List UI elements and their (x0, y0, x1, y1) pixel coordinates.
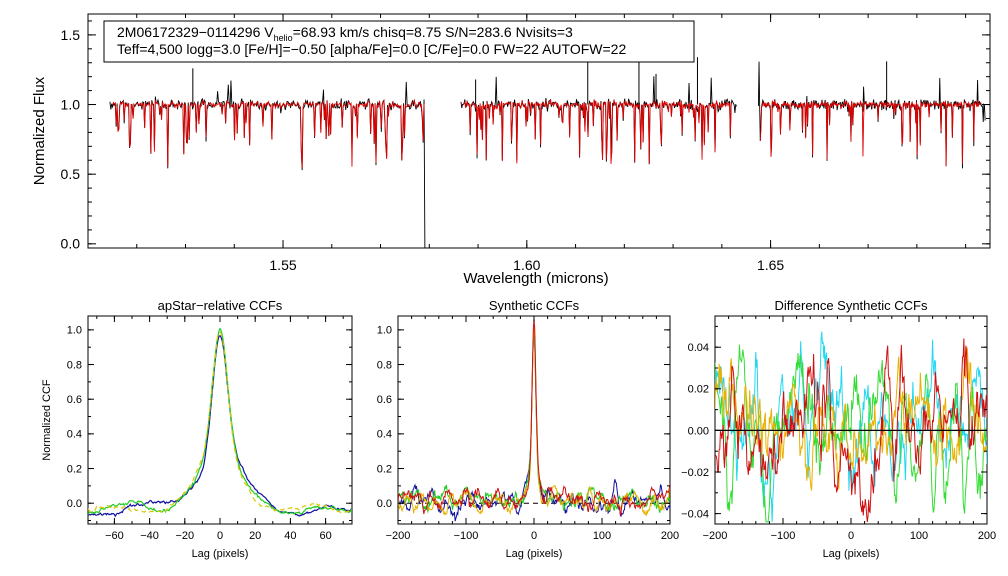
y-tick-label: 0.6 (67, 394, 82, 406)
y-tick-label: 0.04 (688, 342, 709, 354)
synthetic-ccf-panel: −200 −100 0 100 200 0.0 0.2 0.4 0.6 0.8 1.0 Synthe… (377, 298, 679, 560)
x-tick-label: 0 (217, 530, 223, 542)
difference-ccf-panel: −200 −100 0 100 200 −0.04 −0.02 0.00 0.02 0.04 Di… (681, 298, 996, 560)
spectrum-x-label: Wavelength (microns) (463, 270, 608, 287)
annotation-line-1: 2M06172329−0114296 Vhelio=68.93 km/s chi… (117, 24, 573, 43)
y-tick-label: −0.04 (681, 508, 709, 520)
x-tick-label: 200 (978, 530, 996, 542)
x-tick-label: 200 (661, 530, 679, 542)
spectrum-panel: 1.55 1.60 1.65 0.0 0.5 1.0 1.5 2M06172329−0114… (31, 13, 991, 287)
ccf1-frame (87, 315, 353, 525)
x-tick-label: 0 (848, 530, 854, 542)
spectrum-ticks: 1.55 1.60 1.65 0.0 0.5 1.0 1.5 (61, 14, 990, 273)
model-spectrum-line (462, 99, 732, 164)
y-tick-label: 0.2 (377, 463, 392, 475)
y-tick-label: 0.4 (377, 429, 392, 441)
x-tick-label: 0 (531, 530, 537, 542)
y-tick-label: 0.0 (67, 498, 82, 510)
x-tick-label: −200 (386, 530, 411, 542)
y-tick-label: 0.6 (377, 394, 392, 406)
ccf2-lines (398, 318, 670, 522)
apstar-ccf-panel: −60 −40 −20 0 20 40 60 0.0 0.2 0.4 0.6 0.8 1.0 apSta… (41, 298, 353, 560)
y-tick-label: 0.8 (67, 359, 82, 371)
ccf3-x-label: Lag (pixels) (823, 548, 880, 560)
ccf3-title: Difference Synthetic CCFs (775, 298, 928, 313)
y-tick-label: 0.8 (377, 359, 392, 371)
x-tick-label: −40 (140, 530, 159, 542)
x-tick-label: −20 (175, 530, 194, 542)
ccf1-ticks: −60 −40 −20 0 20 40 60 0.0 0.2 0.4 0.6 0.8 1.0 (67, 316, 352, 542)
ccf1-series-line (88, 335, 352, 518)
ccf2-series-line (398, 332, 670, 514)
ccf3-ticks: −200 −100 0 100 200 −0.04 −0.02 0.00 0.02 0.04 (681, 316, 996, 542)
model-spectrum-line (112, 98, 425, 169)
y-tick-label: 0.2 (67, 463, 82, 475)
ccf1-curves (88, 327, 352, 518)
ccf3-series-line (715, 347, 987, 491)
x-tick-label: 100 (593, 530, 611, 542)
y-tick-label: 0.5 (61, 166, 81, 182)
x-tick-label: −60 (105, 530, 124, 542)
x-tick-label: −100 (771, 530, 796, 542)
y-tick-label: −0.02 (681, 467, 709, 479)
spectrum-annotation-box: 2M06172329−0114296 Vhelio=68.93 km/s chi… (103, 20, 695, 63)
y-tick-label: 1.0 (61, 96, 81, 112)
x-tick-label: 1.55 (269, 257, 296, 273)
model-spectrum-line (759, 99, 982, 167)
x-tick-label: 40 (284, 530, 296, 542)
ccf1-x-label: Lag (pixels) (192, 548, 249, 560)
ccf3-series-line (715, 338, 987, 522)
y-tick-label: 0.0 (377, 498, 392, 510)
x-tick-label: −200 (703, 530, 728, 542)
y-tick-label: 0.00 (688, 425, 709, 437)
spectrum-lines (109, 54, 986, 248)
y-tick-label: 1.0 (67, 325, 82, 337)
observed-spectrum-line (757, 61, 986, 169)
ccf1-series-line (88, 327, 352, 515)
ccf3-lines (715, 331, 987, 523)
x-tick-label: 100 (910, 530, 928, 542)
y-tick-label: 0.0 (61, 236, 81, 252)
y-tick-label: 0.02 (688, 384, 709, 396)
ccf2-frame (397, 315, 671, 525)
ccf2-title: Synthetic CCFs (489, 298, 580, 313)
annotation-line-2: Teff=4,500 logg=3.0 [Fe/H]=−0.50 [alpha/… (117, 41, 626, 57)
annotation-frame (103, 20, 695, 63)
ccf3-curves (715, 331, 987, 523)
ccf1-y-label: Normalized CCF (41, 379, 53, 461)
ccf2-ticks: −200 −100 0 100 200 0.0 0.2 0.4 0.6 0.8 1.0 (377, 316, 679, 542)
y-tick-label: 0.4 (67, 429, 82, 441)
ccf2-series-line (398, 318, 670, 518)
ccf1-lines (88, 327, 352, 518)
ccf2-series-line (398, 327, 670, 516)
y-tick-label: 1.0 (377, 325, 392, 337)
spectrum-frame (87, 13, 991, 249)
ccf1-series-line (88, 331, 352, 515)
y-tick-label: 1.5 (61, 27, 81, 43)
ccf2-curves (398, 318, 670, 522)
x-tick-label: 60 (319, 530, 331, 542)
ccf2-series-line (398, 332, 670, 522)
x-tick-label: 20 (249, 530, 261, 542)
ccf2-x-label: Lag (pixels) (506, 548, 563, 560)
x-tick-label: −100 (454, 530, 479, 542)
ccf1-title: apStar−relative CCFs (158, 298, 283, 313)
x-tick-label: 1.65 (757, 257, 784, 273)
x-tick-label: 1.60 (513, 257, 540, 273)
spectrum-curves (109, 54, 986, 248)
spectrum-y-label: Normalized Flux (31, 76, 48, 185)
